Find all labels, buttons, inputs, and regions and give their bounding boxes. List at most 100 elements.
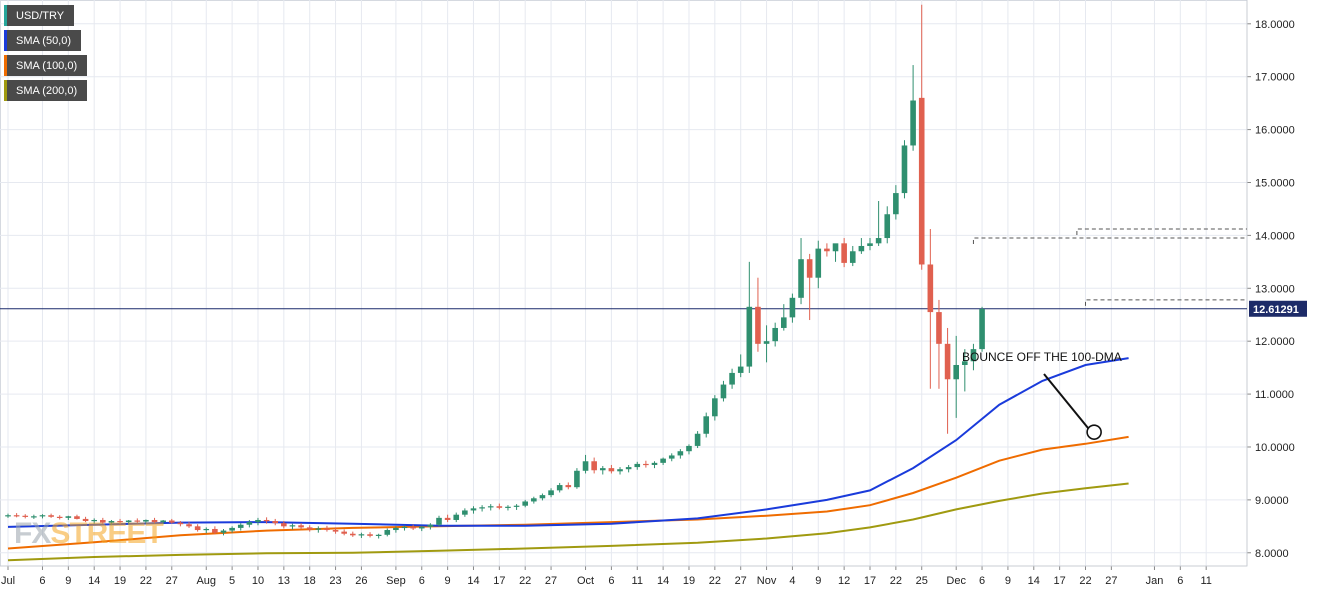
y-tick-label: 13.0000 bbox=[1255, 283, 1295, 295]
candle-body bbox=[470, 508, 477, 511]
candle-body bbox=[660, 458, 666, 463]
candle-body bbox=[306, 527, 313, 530]
x-tick-label: 22 bbox=[890, 575, 902, 587]
candle-body bbox=[160, 520, 166, 523]
resistance-line bbox=[1085, 299, 1247, 306]
candle-body bbox=[289, 525, 296, 527]
x-tick-label: 9 bbox=[445, 575, 451, 587]
x-tick-label: 12 bbox=[838, 575, 850, 587]
legend-item-sma200[interactable]: SMA (200,0) bbox=[4, 80, 88, 101]
legend-item-sma50[interactable]: SMA (50,0) bbox=[4, 30, 82, 51]
candle-body bbox=[539, 495, 546, 499]
x-tick-label: 10 bbox=[252, 575, 264, 587]
x-tick-label: 23 bbox=[329, 575, 341, 587]
candle-body bbox=[720, 384, 727, 399]
candle-body bbox=[824, 248, 830, 252]
candle-body bbox=[625, 467, 632, 470]
candle-body bbox=[936, 312, 942, 344]
candle-body bbox=[65, 516, 72, 518]
candle-body bbox=[522, 501, 528, 506]
x-tick-label: 11 bbox=[632, 575, 643, 587]
candle-body bbox=[108, 521, 115, 523]
legend-item-usdtry[interactable]: USD/TRY bbox=[4, 5, 75, 26]
legend-item-sma100[interactable]: SMA (100,0) bbox=[4, 55, 88, 76]
x-tick-label: 6 bbox=[1177, 575, 1183, 587]
x-tick-label: 4 bbox=[789, 575, 795, 587]
candle-body bbox=[970, 349, 977, 362]
candle-body bbox=[186, 524, 192, 527]
candle-body bbox=[651, 462, 658, 465]
sma200-line bbox=[7, 482, 1129, 562]
candle-body bbox=[884, 214, 891, 239]
candle-body bbox=[393, 527, 399, 531]
candle-body bbox=[246, 522, 253, 525]
x-tick-label: 14 bbox=[657, 575, 669, 587]
candle-body bbox=[694, 433, 701, 446]
candle-body bbox=[194, 526, 201, 531]
candle-body bbox=[487, 506, 494, 508]
y-tick-label: 14.0000 bbox=[1255, 230, 1295, 242]
annotation-circle bbox=[1086, 424, 1102, 440]
candle-body bbox=[427, 524, 434, 527]
x-tick-label: 13 bbox=[278, 575, 290, 587]
y-tick-label: 12.0000 bbox=[1255, 336, 1295, 348]
candle-body bbox=[729, 372, 735, 385]
resistance-line bbox=[1076, 228, 1247, 236]
candle-body bbox=[462, 510, 468, 515]
candle-body bbox=[513, 505, 520, 507]
candle-body bbox=[281, 523, 287, 527]
legend-swatch bbox=[4, 30, 7, 51]
x-tick-label: 17 bbox=[493, 575, 505, 587]
x-tick-label: 22 bbox=[519, 575, 531, 587]
candle-body bbox=[82, 518, 89, 522]
candle-body bbox=[358, 534, 365, 536]
legend-swatch bbox=[4, 80, 7, 101]
y-tick-label: 11.0000 bbox=[1255, 389, 1294, 401]
candle-body bbox=[617, 469, 623, 472]
x-tick-label: 25 bbox=[916, 575, 928, 587]
candle-body bbox=[74, 516, 80, 519]
legend-label: SMA (50,0) bbox=[16, 34, 72, 47]
candle-body bbox=[375, 534, 382, 536]
y-tick-label: 17.0000 bbox=[1255, 72, 1295, 84]
candle-body bbox=[479, 507, 485, 509]
x-tick-label: Oct bbox=[577, 575, 594, 587]
legend-swatch bbox=[4, 55, 7, 76]
candle-body bbox=[755, 306, 761, 344]
candle-body bbox=[746, 306, 753, 367]
x-tick-label: 14 bbox=[467, 575, 479, 587]
x-tick-label: 5 bbox=[229, 575, 235, 587]
candle-body bbox=[686, 445, 692, 452]
candle-body bbox=[168, 520, 175, 523]
candle-body bbox=[56, 516, 63, 519]
y-tick-label: 18.0000 bbox=[1255, 19, 1295, 31]
candle-body bbox=[849, 251, 856, 263]
candle-body bbox=[893, 193, 899, 215]
candle-body bbox=[229, 527, 235, 531]
candle-body bbox=[453, 514, 460, 520]
candle-body bbox=[832, 243, 839, 252]
x-tick-label: 22 bbox=[1079, 575, 1091, 587]
candle-body bbox=[703, 416, 710, 434]
x-tick-label: Aug bbox=[196, 575, 216, 587]
candle-body bbox=[548, 490, 554, 496]
candle-body bbox=[212, 528, 218, 533]
x-tick-label: Dec bbox=[946, 575, 966, 587]
candle-body bbox=[100, 519, 106, 523]
candle-body bbox=[48, 515, 54, 517]
legend-label: USD/TRY bbox=[16, 9, 65, 22]
candle-body bbox=[384, 530, 391, 535]
candle-body bbox=[910, 100, 916, 146]
candle-body bbox=[875, 238, 882, 244]
x-tick-label: 6 bbox=[979, 575, 985, 587]
candle-body bbox=[272, 521, 279, 524]
x-tick-label: 9 bbox=[1005, 575, 1011, 587]
candle-body bbox=[220, 530, 227, 533]
legend-label: SMA (200,0) bbox=[16, 84, 78, 97]
candle-body bbox=[367, 534, 373, 536]
candle-body bbox=[962, 361, 968, 365]
annotation-pointer bbox=[1043, 373, 1089, 429]
candle-body bbox=[203, 528, 210, 531]
candle-body bbox=[944, 343, 951, 380]
